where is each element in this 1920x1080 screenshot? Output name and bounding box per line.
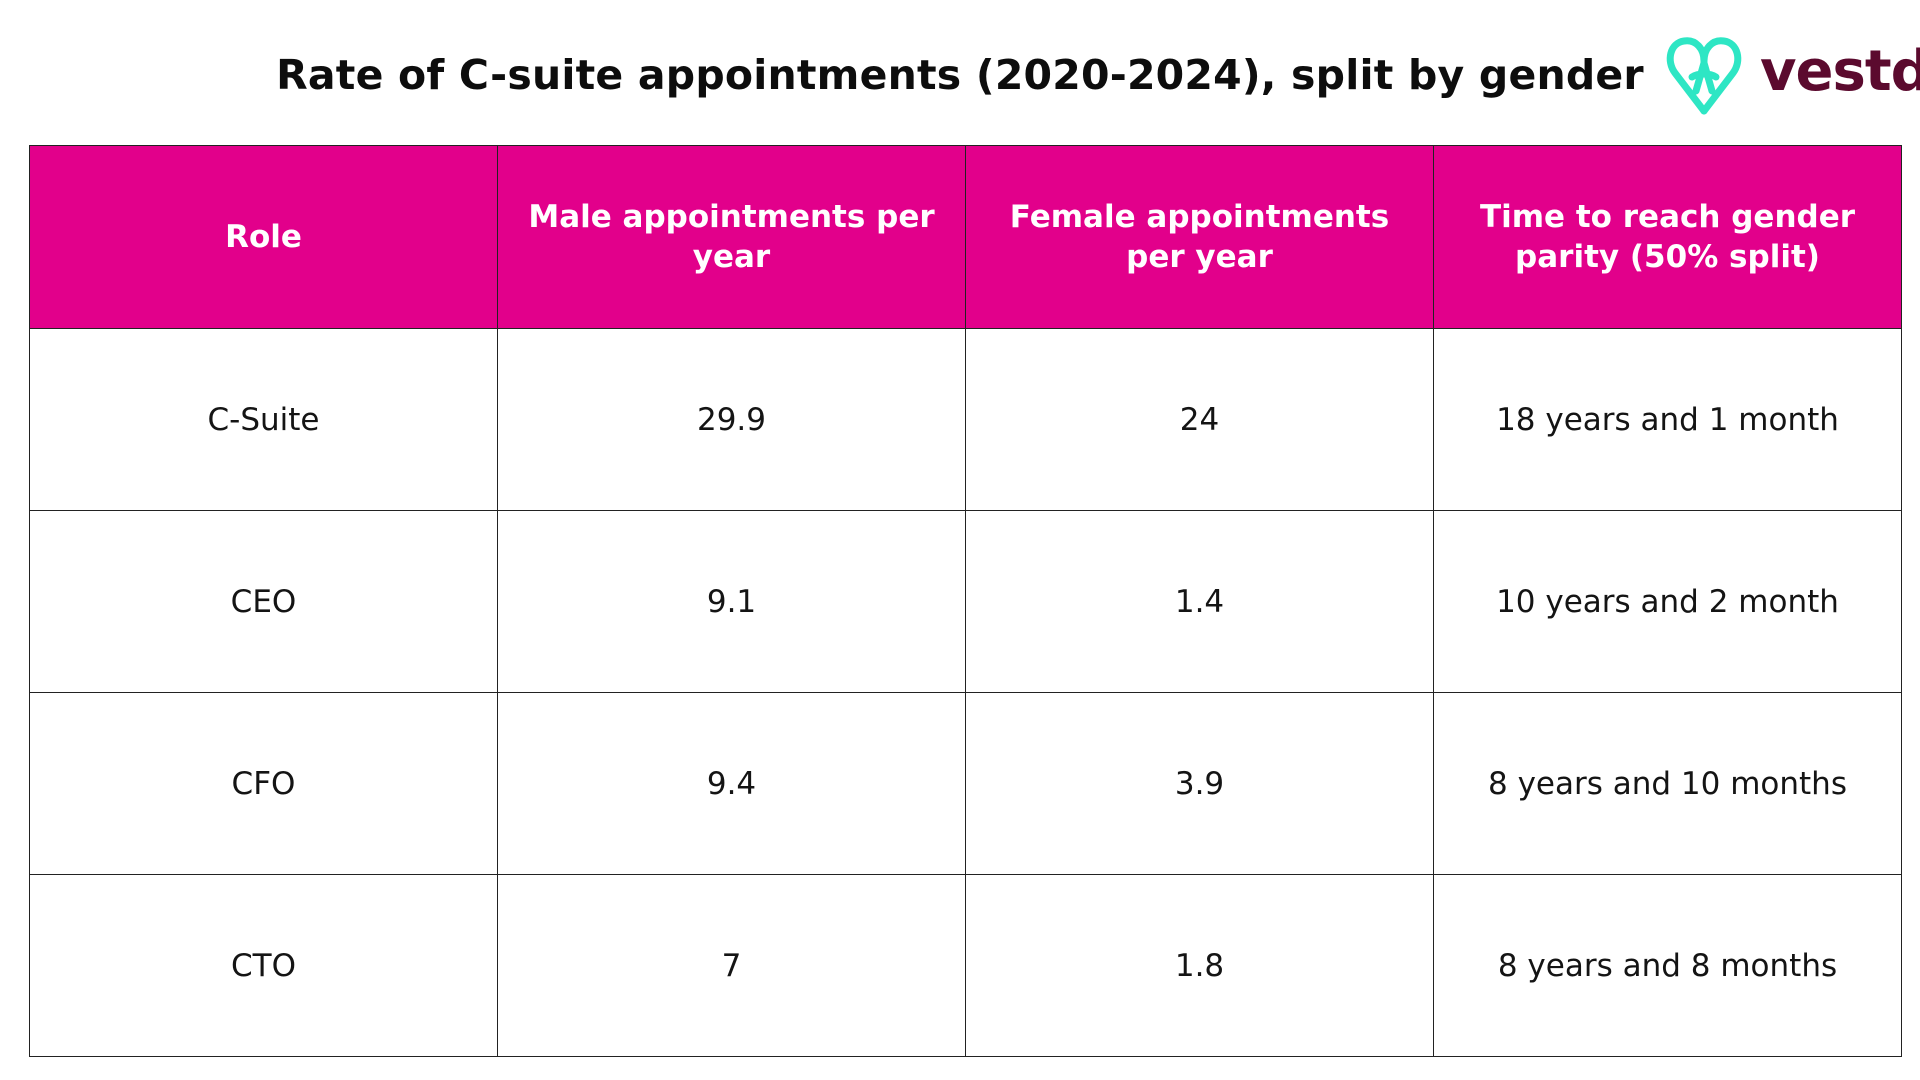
column-header-parity: Time to reach gender parity (50% split) [1433, 145, 1902, 329]
column-header-role: Role [29, 145, 498, 329]
table-row: CFO 9.4 3.9 8 years and 10 months [29, 692, 1902, 875]
cell-parity: 10 years and 2 month [1433, 510, 1902, 693]
cell-female: 24 [965, 328, 1434, 511]
cell-female: 3.9 [965, 692, 1434, 875]
cell-female: 1.4 [965, 510, 1434, 693]
table-header-row: Role Male appointments per year Female a… [29, 145, 1902, 329]
cell-male: 9.1 [497, 510, 966, 693]
cell-parity: 8 years and 8 months [1433, 874, 1902, 1057]
chart-title: Rate of C-suite appointments (2020-2024)… [276, 51, 1644, 99]
cell-male: 29.9 [497, 328, 966, 511]
vestd-heart-icon [1666, 37, 1742, 115]
cell-male: 9.4 [497, 692, 966, 875]
column-header-female: Female appointments per year [965, 145, 1434, 329]
vestd-logo: vestd [1660, 30, 1920, 120]
table-row: CEO 9.1 1.4 10 years and 2 month [29, 510, 1902, 693]
cell-parity: 8 years and 10 months [1433, 692, 1902, 875]
cell-female: 1.8 [965, 874, 1434, 1057]
cell-role: CFO [29, 692, 498, 875]
cell-male: 7 [497, 874, 966, 1057]
table-row: C-Suite 29.9 24 18 years and 1 month [29, 328, 1902, 511]
cell-role: CTO [29, 874, 498, 1057]
table-row: CTO 7 1.8 8 years and 8 months [29, 874, 1902, 1057]
column-header-male: Male appointments per year [497, 145, 966, 329]
logo-wordmark: vestd [1760, 39, 1920, 104]
cell-parity: 18 years and 1 month [1433, 328, 1902, 511]
cell-role: CEO [29, 510, 498, 693]
appointments-table: Role Male appointments per year Female a… [29, 145, 1902, 1057]
cell-role: C-Suite [29, 328, 498, 511]
